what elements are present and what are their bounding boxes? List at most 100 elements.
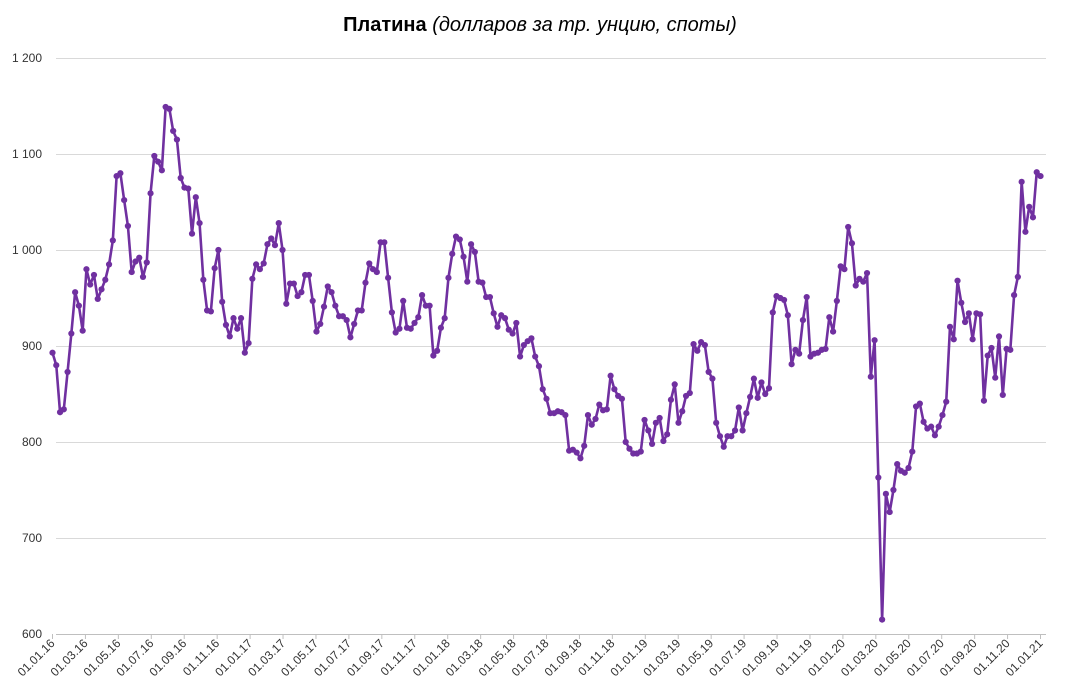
data-point xyxy=(396,325,403,332)
data-point xyxy=(170,127,177,135)
data-point xyxy=(464,278,471,285)
data-point xyxy=(332,302,339,309)
data-point xyxy=(185,185,192,192)
data-point xyxy=(1026,203,1033,210)
data-point xyxy=(709,375,716,382)
data-point xyxy=(713,419,720,426)
data-point xyxy=(995,333,1003,340)
data-point xyxy=(592,415,599,423)
data-point xyxy=(324,283,331,290)
y-tick-label: 700 xyxy=(22,531,42,545)
data-point xyxy=(931,432,939,439)
data-point xyxy=(87,281,94,288)
data-point xyxy=(215,246,222,254)
data-point xyxy=(977,311,984,318)
data-point xyxy=(79,327,86,334)
data-point xyxy=(826,314,833,321)
data-point xyxy=(803,293,810,301)
data-point xyxy=(64,368,71,376)
data-point xyxy=(479,279,486,286)
data-point xyxy=(449,250,456,257)
data-point xyxy=(418,292,426,299)
data-point xyxy=(656,414,663,422)
data-point xyxy=(1022,228,1029,235)
data-point xyxy=(385,274,392,281)
data-point xyxy=(294,292,301,300)
data-point xyxy=(784,312,791,319)
data-point xyxy=(268,235,275,242)
data-point xyxy=(49,349,56,356)
data-point xyxy=(426,302,433,309)
data-point xyxy=(701,341,708,349)
data-point xyxy=(573,449,580,456)
data-point xyxy=(434,347,441,354)
data-point xyxy=(222,321,230,328)
data-point xyxy=(60,406,67,413)
data-point xyxy=(347,334,354,341)
data-point xyxy=(660,437,667,445)
y-tick-label: 900 xyxy=(22,339,42,353)
data-point xyxy=(754,394,761,401)
data-point xyxy=(102,276,109,283)
data-point xyxy=(430,352,437,359)
data-point xyxy=(716,433,724,440)
data-point xyxy=(965,310,972,317)
data-point xyxy=(694,347,701,354)
data-point xyxy=(618,395,626,402)
data-point xyxy=(166,105,173,112)
data-point xyxy=(200,276,207,283)
data-point xyxy=(237,315,245,322)
data-point xyxy=(596,401,603,408)
series-platinum xyxy=(49,103,1044,623)
data-point xyxy=(513,319,520,327)
data-point xyxy=(494,323,501,330)
data-point xyxy=(886,508,893,516)
data-point xyxy=(486,293,494,301)
data-point xyxy=(875,474,882,481)
data-point xyxy=(1014,273,1021,280)
data-point xyxy=(739,427,746,434)
data-point xyxy=(679,408,686,415)
data-point xyxy=(622,438,629,446)
data-point xyxy=(581,442,588,449)
data-point xyxy=(317,320,324,328)
data-point xyxy=(490,310,497,317)
data-point xyxy=(1029,214,1037,221)
data-point xyxy=(928,423,935,430)
data-point xyxy=(894,460,901,468)
data-point xyxy=(505,326,512,333)
data-point xyxy=(584,412,592,419)
data-point xyxy=(743,410,750,417)
data-point xyxy=(958,299,965,306)
data-point xyxy=(132,258,139,265)
data-point xyxy=(53,362,60,369)
data-point xyxy=(253,261,260,268)
data-point xyxy=(177,174,184,182)
data-point xyxy=(313,328,320,335)
data-point xyxy=(920,418,927,425)
grid-lines xyxy=(56,58,1046,635)
data-point xyxy=(762,390,769,398)
data-point xyxy=(969,336,976,343)
data-point xyxy=(415,314,422,321)
data-point xyxy=(90,271,98,279)
data-point xyxy=(471,248,478,256)
data-point xyxy=(747,393,754,400)
data-point xyxy=(871,337,878,344)
data-point xyxy=(94,295,101,303)
data-point xyxy=(1033,169,1040,176)
data-point xyxy=(196,220,203,227)
data-point xyxy=(207,308,214,315)
data-point xyxy=(128,268,135,276)
data-point xyxy=(648,440,656,448)
data-point xyxy=(750,375,758,382)
data-point xyxy=(226,333,233,340)
data-point xyxy=(731,427,739,434)
data-point xyxy=(950,336,957,343)
data-point xyxy=(946,323,954,330)
data-point xyxy=(901,469,908,476)
x-axis: 01.01.1601.03.1601.05.1601.07.1601.09.16… xyxy=(15,634,1046,679)
data-point xyxy=(245,340,252,347)
data-point xyxy=(362,279,369,286)
